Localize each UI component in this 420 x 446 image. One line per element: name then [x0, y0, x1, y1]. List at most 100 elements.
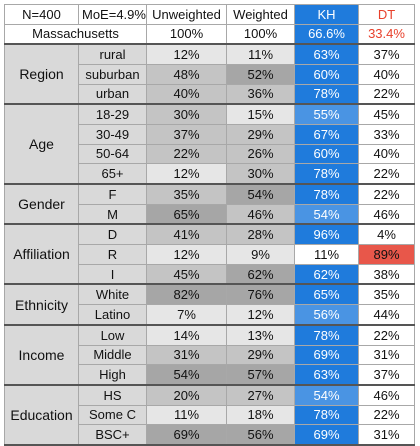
table-row: Income Low 14% 13% 78% 22% [4, 324, 415, 386]
category-label: Education [4, 384, 79, 446]
dt-cell: 44% [358, 304, 415, 326]
weighted-cell: 30% [226, 163, 295, 186]
weighted-cell: 15% [226, 103, 295, 125]
dt-cell: 22% [358, 404, 415, 426]
kh-cell: 56% [294, 304, 359, 326]
table-row: Some C 11% 18% 78% 22% [5, 404, 415, 426]
kh-cell: 63% [294, 364, 359, 386]
kh-cell: 78% [294, 83, 359, 106]
total-weighted: 100% [226, 23, 295, 46]
dt-cell: 46% [358, 384, 415, 406]
kh-cell: 67% [294, 123, 359, 145]
table-row: R 12% 9% 11% 89% [5, 244, 415, 265]
category-label: Income [4, 324, 79, 386]
unweighted-cell: 12% [146, 244, 227, 265]
kh-cell: 96% [294, 223, 359, 246]
dt-cell: 22% [358, 324, 415, 346]
weighted-cell: 28% [226, 223, 295, 246]
table-row: Region rural 12% 11% 63% 37% [4, 43, 415, 106]
kh-cell: 78% [294, 163, 359, 186]
unweighted-cell: 40% [146, 83, 227, 106]
table-row: Age 18-29 30% 15% 55% 45% [4, 103, 415, 185]
dt-cell: 45% [358, 103, 415, 125]
dt-cell: 40% [358, 63, 415, 85]
table-row: Latino 7% 12% 56% 44% [5, 304, 415, 326]
dt-cell: 22% [358, 183, 415, 205]
unweighted-cell: 12% [146, 43, 227, 65]
unweighted-cell: 41% [146, 223, 227, 246]
unweighted-cell: 20% [146, 384, 227, 406]
unweighted-cell: 82% [146, 283, 227, 306]
weighted-cell: 46% [226, 203, 295, 226]
weighted-cell: 11% [226, 43, 295, 65]
weighted-cell: 52% [226, 63, 295, 85]
weighted-cell: 13% [226, 324, 295, 346]
table-row: Gender F 35% 54% 78% 22% [4, 183, 415, 226]
weighted-cell: 26% [226, 143, 295, 165]
weighted-cell: 29% [226, 344, 295, 366]
table-row: suburban 48% 52% 60% 40% [5, 63, 415, 85]
dt-cell: 38% [358, 263, 415, 286]
weighted-cell: 62% [226, 263, 295, 286]
unweighted-cell: 37% [146, 123, 227, 145]
subgroup-label: urban [78, 83, 147, 106]
total-dt: 33.4% [358, 23, 415, 46]
dt-cell: 22% [358, 83, 415, 106]
table-row: 65+ 12% 30% 78% 22% [5, 163, 415, 186]
unweighted-cell: 65% [146, 203, 227, 226]
table-row: I 45% 62% 62% 38% [5, 263, 415, 286]
weighted-cell: 29% [226, 123, 295, 145]
column-header-unweighted: Unweighted [146, 4, 227, 25]
table-row: 50-64 22% 26% 60% 40% [5, 143, 415, 165]
kh-cell: 60% [294, 143, 359, 165]
weighted-cell: 57% [226, 364, 295, 386]
dt-cell: 35% [358, 283, 415, 306]
kh-cell: 55% [294, 103, 359, 125]
subgroup-label: 65+ [78, 163, 147, 186]
kh-cell: 62% [294, 263, 359, 286]
table-row: 30-49 37% 29% 67% 33% [5, 123, 415, 145]
table-row: Affiliation D 41% 28% 96% 4% [4, 223, 415, 286]
unweighted-cell: 31% [146, 344, 227, 366]
dt-cell: 89% [358, 244, 415, 265]
subgroup-label: F [78, 183, 147, 205]
subgroup-label: Latino [78, 304, 147, 326]
kh-cell: 69% [294, 344, 359, 366]
kh-cell: 60% [294, 63, 359, 85]
table-row: Education HS 20% 27% 54% 46% [4, 384, 415, 446]
unweighted-cell: 69% [146, 424, 227, 446]
dt-cell: 33% [358, 123, 415, 145]
subgroup-label: Low [78, 324, 147, 346]
column-header-weighted: Weighted [226, 4, 295, 25]
weighted-cell: 27% [226, 384, 295, 406]
table-row: BSC+ 69% 56% 69% 31% [5, 424, 415, 446]
unweighted-cell: 48% [146, 63, 227, 85]
category-label: Gender [4, 183, 79, 226]
kh-cell: 78% [294, 324, 359, 346]
total-kh: 66.6% [294, 23, 359, 46]
subgroup-label: D [78, 223, 147, 246]
weighted-cell: 76% [226, 283, 295, 306]
dt-cell: 37% [358, 364, 415, 386]
table-row: M 65% 46% 54% 46% [5, 203, 415, 226]
kh-cell: 65% [294, 283, 359, 306]
subgroup-label: I [78, 263, 147, 286]
total-unweighted: 100% [146, 23, 227, 46]
dt-cell: 4% [358, 223, 415, 246]
weighted-cell: 56% [226, 424, 295, 446]
subgroup-label: 30-49 [78, 123, 147, 145]
header-row-2: Massachusetts 100% 100% 66.6% 33.4% [4, 23, 415, 46]
subgroup-label: Middle [78, 344, 147, 366]
header-row-1: N=400 MoE=4.9% Unweighted Weighted KH DT [4, 4, 415, 25]
table-row: urban 40% 36% 78% 22% [5, 83, 415, 106]
unweighted-cell: 45% [146, 263, 227, 286]
poll-table-body: N=400 MoE=4.9% Unweighted Weighted KH DT… [4, 4, 415, 446]
subgroup-label: M [78, 203, 147, 226]
category-label: Affiliation [4, 223, 79, 286]
sample-size-label: N=400 [4, 4, 79, 25]
unweighted-cell: 11% [146, 404, 227, 426]
table-row: Ethnicity White 82% 76% 65% 35% [4, 283, 415, 326]
dt-cell: 22% [358, 163, 415, 186]
kh-cell: 54% [294, 203, 359, 226]
dt-cell: 40% [358, 143, 415, 165]
